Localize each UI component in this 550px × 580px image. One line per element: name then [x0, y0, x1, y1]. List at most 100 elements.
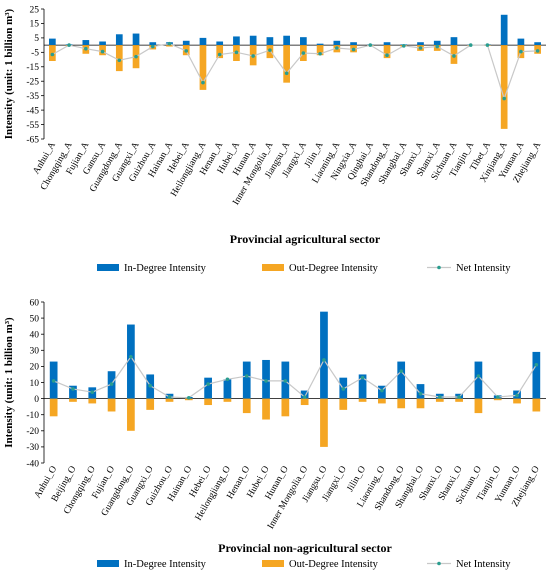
y-tick-label: 40 [30, 331, 40, 341]
bar-out-degree [417, 399, 425, 409]
bar-out-degree [397, 399, 405, 409]
net-intensity-point [134, 55, 138, 59]
net-intensity-point [419, 392, 423, 396]
y-tick-label: 20 [30, 363, 40, 373]
net-intensity-point [218, 53, 222, 57]
bar-in-degree [183, 41, 190, 45]
net-intensity-point [101, 50, 105, 54]
net-intensity-point [67, 43, 71, 47]
net-intensity-point [502, 97, 506, 101]
bar-in-degree [233, 36, 240, 45]
bar-out-degree [281, 399, 289, 417]
bar-in-degree [200, 38, 207, 45]
bar-out-degree [475, 399, 483, 413]
bar-out-degree [301, 399, 309, 405]
y-tick-label: 25 [30, 5, 40, 15]
net-intensity-point [151, 45, 155, 49]
bar-in-degree [82, 40, 89, 45]
bar-out-degree [513, 399, 521, 404]
x-axis-title: Provincial non-agricultural sector [218, 541, 392, 555]
bar-in-degree [216, 42, 223, 46]
net-intensity-point [284, 379, 288, 383]
net-intensity-point [302, 51, 306, 55]
net-intensity-point [457, 395, 461, 399]
legend-label-net: Net Intensity [456, 559, 511, 570]
y-tick-label: 0 [34, 395, 39, 405]
net-intensity-point [486, 43, 490, 47]
bar-out-degree [243, 399, 251, 413]
legend-swatch-in [97, 264, 119, 271]
bar-out-degree [88, 399, 96, 404]
bar-in-degree [518, 39, 525, 46]
net-intensity-point [496, 395, 500, 399]
y-tick-label: -25 [26, 78, 39, 88]
net-intensity-point [168, 395, 172, 399]
net-intensity-point [148, 384, 152, 388]
x-axis-title: Provincial agricultural sector [230, 232, 381, 246]
net-intensity-point [206, 382, 210, 386]
bar-out-degree [69, 399, 77, 402]
net-intensity-point [90, 390, 94, 394]
net-intensity-point [51, 53, 55, 57]
legend-label-out: Out-Degree Intensity [289, 263, 379, 274]
net-intensity-point [71, 387, 75, 391]
y-tick-label: -55 [26, 121, 39, 131]
net-intensity-point [52, 379, 56, 383]
bar-out-degree [224, 399, 232, 402]
net-intensity-point [352, 48, 356, 52]
bar-out-degree [436, 399, 444, 402]
net-intensity-point [268, 48, 272, 52]
legend-label-out: Out-Degree Intensity [289, 559, 379, 570]
bar-out-degree [108, 399, 116, 412]
bar-out-degree [146, 399, 154, 410]
bar-out-degree [127, 399, 135, 431]
bar-in-degree [300, 37, 307, 45]
bar-in-degree [224, 379, 232, 398]
y-tick-label: -30 [26, 443, 39, 453]
bar-out-degree [283, 45, 290, 83]
bar-out-degree [262, 399, 270, 420]
net-intensity-point [361, 376, 365, 380]
bar-in-degree [434, 41, 441, 45]
net-intensity-point [187, 396, 191, 400]
bar-in-degree [475, 362, 483, 399]
bar-out-degree [339, 399, 347, 410]
bar-in-degree [350, 42, 357, 45]
net-intensity-point [536, 49, 540, 53]
bar-out-degree [320, 399, 328, 447]
bar-out-degree [359, 399, 367, 402]
net-intensity-point [184, 49, 188, 53]
y-tick-label: 50 [30, 314, 40, 324]
bar-in-degree [320, 312, 328, 399]
y-tick-label: -45 [26, 106, 39, 116]
legend-agricultural: In-Degree Intensity Out-Degree Intensity N… [97, 263, 511, 274]
net-intensity-point [264, 379, 268, 383]
net-intensity-point [303, 395, 307, 399]
net-intensity-point [84, 47, 88, 51]
y-tick-label: -15 [26, 63, 39, 73]
net-intensity-point [438, 395, 442, 399]
y-tick-label: -5 [31, 49, 39, 59]
bar-out-degree [204, 399, 212, 405]
y-tick-label: -20 [26, 427, 39, 437]
net-intensity-point [251, 54, 255, 58]
bar-out-degree [501, 45, 508, 129]
net-intensity-point [419, 46, 423, 50]
net-intensity-point [129, 355, 133, 359]
legend-label-net: Net Intensity [456, 263, 511, 274]
legend-swatch-out [262, 264, 284, 271]
net-intensity-point [477, 374, 481, 378]
bar-in-degree [501, 15, 508, 45]
net-intensity-line [54, 357, 537, 398]
bar-in-degree [116, 34, 123, 45]
net-intensity-point [452, 54, 456, 58]
bar-in-degree [149, 42, 156, 45]
bar-in-degree [250, 36, 257, 45]
net-intensity-point [341, 387, 345, 391]
legend-label-in: In-Degree Intensity [124, 263, 207, 274]
net-intensity-point [535, 363, 539, 367]
net-intensity-point [168, 42, 172, 46]
